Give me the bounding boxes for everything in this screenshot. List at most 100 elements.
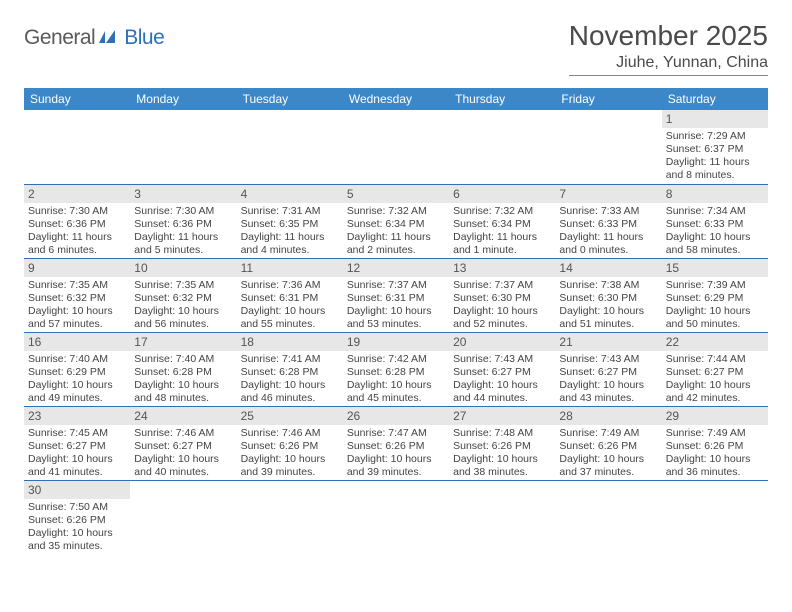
daylight-text: Daylight: 11 hours and 6 minutes.	[24, 231, 130, 257]
daylight-text: Daylight: 10 hours and 53 minutes.	[343, 305, 449, 331]
day-number: 11	[237, 259, 343, 277]
day-number: 10	[130, 259, 236, 277]
day-number: 26	[343, 407, 449, 425]
day-number: 30	[24, 481, 130, 499]
sunrise-text: Sunrise: 7:49 AM	[662, 427, 768, 440]
sunset-text: Sunset: 6:27 PM	[130, 440, 236, 453]
daylight-text: Daylight: 10 hours and 39 minutes.	[237, 453, 343, 479]
day-number: 13	[449, 259, 555, 277]
sunset-text: Sunset: 6:27 PM	[555, 366, 661, 379]
sunrise-text: Sunrise: 7:36 AM	[237, 279, 343, 292]
calendar-cell	[555, 110, 661, 184]
sunrise-text: Sunrise: 7:29 AM	[662, 130, 768, 143]
calendar-cell	[555, 480, 661, 554]
sunrise-text: Sunrise: 7:46 AM	[130, 427, 236, 440]
sunrise-text: Sunrise: 7:43 AM	[449, 353, 555, 366]
page-title: November 2025	[569, 20, 768, 52]
daylight-text: Daylight: 10 hours and 51 minutes.	[555, 305, 661, 331]
sunset-text: Sunset: 6:28 PM	[237, 366, 343, 379]
daylight-text: Daylight: 11 hours and 0 minutes.	[555, 231, 661, 257]
calendar-cell	[130, 110, 236, 184]
daylight-text: Daylight: 10 hours and 49 minutes.	[24, 379, 130, 405]
calendar-cell: 14Sunrise: 7:38 AMSunset: 6:30 PMDayligh…	[555, 258, 661, 332]
sunrise-text: Sunrise: 7:44 AM	[662, 353, 768, 366]
calendar-cell: 12Sunrise: 7:37 AMSunset: 6:31 PMDayligh…	[343, 258, 449, 332]
calendar-cell: 3Sunrise: 7:30 AMSunset: 6:36 PMDaylight…	[130, 184, 236, 258]
calendar-cell: 25Sunrise: 7:46 AMSunset: 6:26 PMDayligh…	[237, 406, 343, 480]
calendar-cell	[343, 480, 449, 554]
sunset-text: Sunset: 6:37 PM	[662, 143, 768, 156]
flag-icon	[99, 29, 121, 48]
sunset-text: Sunset: 6:32 PM	[24, 292, 130, 305]
calendar-cell: 27Sunrise: 7:48 AMSunset: 6:26 PMDayligh…	[449, 406, 555, 480]
sunrise-text: Sunrise: 7:40 AM	[24, 353, 130, 366]
daylight-text: Daylight: 10 hours and 55 minutes.	[237, 305, 343, 331]
sunrise-text: Sunrise: 7:33 AM	[555, 205, 661, 218]
daylight-text: Daylight: 11 hours and 4 minutes.	[237, 231, 343, 257]
calendar-cell	[130, 480, 236, 554]
daylight-text: Daylight: 10 hours and 36 minutes.	[662, 453, 768, 479]
daylight-text: Daylight: 10 hours and 57 minutes.	[24, 305, 130, 331]
day-number: 16	[24, 333, 130, 351]
sunset-text: Sunset: 6:26 PM	[237, 440, 343, 453]
calendar-cell	[449, 480, 555, 554]
daylight-text: Daylight: 10 hours and 58 minutes.	[662, 231, 768, 257]
sunrise-text: Sunrise: 7:40 AM	[130, 353, 236, 366]
sunrise-text: Sunrise: 7:46 AM	[237, 427, 343, 440]
sunrise-text: Sunrise: 7:32 AM	[449, 205, 555, 218]
sunset-text: Sunset: 6:26 PM	[449, 440, 555, 453]
logo: General Blue	[24, 26, 164, 50]
sunset-text: Sunset: 6:35 PM	[237, 218, 343, 231]
calendar-cell: 30Sunrise: 7:50 AMSunset: 6:26 PMDayligh…	[24, 480, 130, 554]
sunrise-text: Sunrise: 7:42 AM	[343, 353, 449, 366]
calendar-cell: 29Sunrise: 7:49 AMSunset: 6:26 PMDayligh…	[662, 406, 768, 480]
daylight-text: Daylight: 10 hours and 43 minutes.	[555, 379, 661, 405]
calendar-cell: 7 Sunrise: 7:33 AMSunset: 6:33 PMDaylight…	[555, 184, 661, 258]
sunrise-text: Sunrise: 7:49 AM	[555, 427, 661, 440]
day-number: 7	[555, 185, 661, 203]
daylight-text: Daylight: 10 hours and 42 minutes.	[662, 379, 768, 405]
sunrise-text: Sunrise: 7:39 AM	[662, 279, 768, 292]
day-header: Monday	[130, 88, 236, 110]
calendar-cell: 8Sunrise: 7:34 AMSunset: 6:33 PMDaylight…	[662, 184, 768, 258]
sunrise-text: Sunrise: 7:43 AM	[555, 353, 661, 366]
calendar-cell: 9 Sunrise: 7:35 AMSunset: 6:32 PMDaylight…	[24, 258, 130, 332]
calendar-cell: 16Sunrise: 7:40 AMSunset: 6:29 PMDayligh…	[24, 332, 130, 406]
sunrise-text: Sunrise: 7:35 AM	[24, 279, 130, 292]
day-number: 20	[449, 333, 555, 351]
sunrise-text: Sunrise: 7:45 AM	[24, 427, 130, 440]
daylight-text: Daylight: 10 hours and 39 minutes.	[343, 453, 449, 479]
sunset-text: Sunset: 6:33 PM	[662, 218, 768, 231]
calendar-cell	[449, 110, 555, 184]
calendar-cell: 22Sunrise: 7:44 AMSunset: 6:27 PMDayligh…	[662, 332, 768, 406]
day-number: 1	[662, 110, 768, 128]
sunset-text: Sunset: 6:32 PM	[130, 292, 236, 305]
day-number: 17	[130, 333, 236, 351]
daylight-text: Daylight: 10 hours and 37 minutes.	[555, 453, 661, 479]
day-header: Sunday	[24, 88, 130, 110]
calendar-header-row: SundayMondayTuesdayWednesdayThursdayFrid…	[24, 88, 768, 110]
sunrise-text: Sunrise: 7:30 AM	[24, 205, 130, 218]
daylight-text: Daylight: 10 hours and 46 minutes.	[237, 379, 343, 405]
sunrise-text: Sunrise: 7:47 AM	[343, 427, 449, 440]
sunrise-text: Sunrise: 7:37 AM	[449, 279, 555, 292]
day-number: 18	[237, 333, 343, 351]
daylight-text: Daylight: 10 hours and 48 minutes.	[130, 379, 236, 405]
calendar-cell	[24, 110, 130, 184]
sunrise-text: Sunrise: 7:35 AM	[130, 279, 236, 292]
calendar-cell: 19Sunrise: 7:42 AMSunset: 6:28 PMDayligh…	[343, 332, 449, 406]
day-number: 5	[343, 185, 449, 203]
calendar-cell: 6Sunrise: 7:32 AMSunset: 6:34 PMDaylight…	[449, 184, 555, 258]
day-number: 14	[555, 259, 661, 277]
sunset-text: Sunset: 6:36 PM	[24, 218, 130, 231]
sunset-text: Sunset: 6:30 PM	[555, 292, 661, 305]
day-number: 28	[555, 407, 661, 425]
day-number: 22	[662, 333, 768, 351]
calendar-cell: 1Sunrise: 7:29 AMSunset: 6:37 PMDaylight…	[662, 110, 768, 184]
day-number: 12	[343, 259, 449, 277]
sunset-text: Sunset: 6:33 PM	[555, 218, 661, 231]
day-number: 9	[24, 259, 130, 277]
daylight-text: Daylight: 10 hours and 38 minutes.	[449, 453, 555, 479]
day-number: 21	[555, 333, 661, 351]
calendar-cell: 24Sunrise: 7:46 AMSunset: 6:27 PMDayligh…	[130, 406, 236, 480]
